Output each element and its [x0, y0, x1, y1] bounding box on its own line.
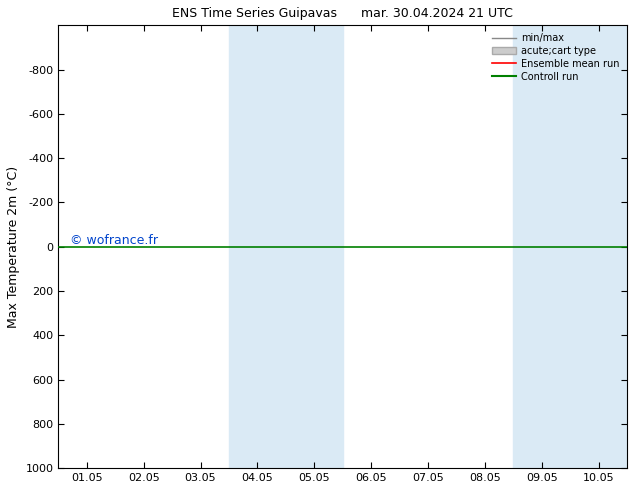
Title: ENS Time Series Guipavas      mar. 30.04.2024 21 UTC: ENS Time Series Guipavas mar. 30.04.2024… [172, 7, 513, 20]
Bar [514, 25, 627, 468]
Text: © wofrance.fr: © wofrance.fr [70, 234, 158, 246]
Y-axis label: Max Temperature 2m (°C): Max Temperature 2m (°C) [7, 166, 20, 328]
Legend: min/max, acute;cart type, Ensemble mean run, Controll run: min/max, acute;cart type, Ensemble mean … [489, 30, 622, 85]
Bar [229, 25, 343, 468]
